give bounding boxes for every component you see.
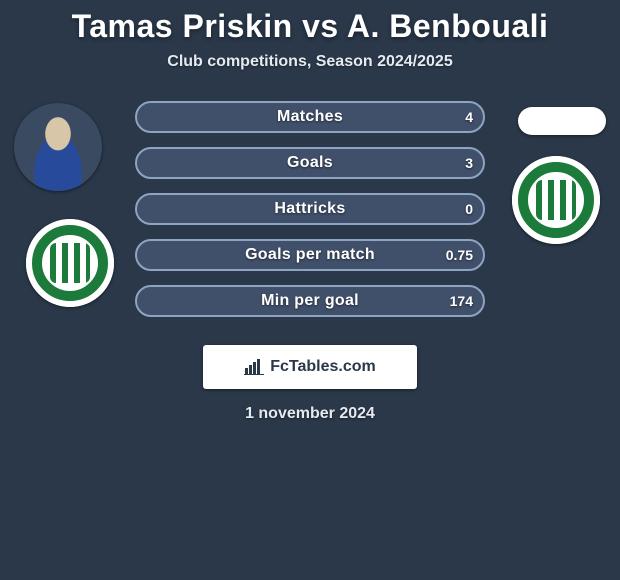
stat-label: Hattricks	[274, 200, 345, 218]
stat-label: Matches	[277, 108, 343, 126]
stat-row: Min per goal 174	[135, 285, 485, 317]
player-photo-right-placeholder	[518, 107, 606, 135]
comparison-card: Tamas Priskin vs A. Benbouali Club compe…	[0, 0, 620, 423]
club-badge-icon	[26, 219, 114, 307]
date-text: 1 november 2024	[0, 405, 620, 423]
stat-label: Min per goal	[261, 292, 359, 310]
stats-block: Matches 4 Goals 3 Hattricks 0 Goals per …	[0, 101, 620, 423]
brand-text: FcTables.com	[270, 358, 376, 376]
page-title: Tamas Priskin vs A. Benbouali	[0, 8, 620, 45]
player-photo-left	[14, 103, 102, 191]
stat-value-right: 4	[465, 109, 473, 125]
stat-value-right: 3	[465, 155, 473, 171]
stat-value-right: 174	[450, 293, 473, 309]
stat-label: Goals per match	[245, 246, 375, 264]
stat-value-right: 0.75	[446, 247, 473, 263]
club-badge-left	[26, 219, 114, 307]
brand-badge[interactable]: FcTables.com	[203, 345, 417, 389]
stat-row: Hattricks 0	[135, 193, 485, 225]
club-badge-right	[512, 156, 600, 244]
page-subtitle: Club competitions, Season 2024/2025	[0, 53, 620, 71]
stat-value-right: 0	[465, 201, 473, 217]
stat-row: Matches 4	[135, 101, 485, 133]
club-badge-icon	[512, 156, 600, 244]
stat-rows: Matches 4 Goals 3 Hattricks 0 Goals per …	[135, 101, 485, 317]
stat-row: Goals 3	[135, 147, 485, 179]
avatar-icon	[14, 103, 102, 191]
stat-row: Goals per match 0.75	[135, 239, 485, 271]
bar-chart-icon	[244, 359, 264, 375]
stat-label: Goals	[287, 154, 333, 172]
